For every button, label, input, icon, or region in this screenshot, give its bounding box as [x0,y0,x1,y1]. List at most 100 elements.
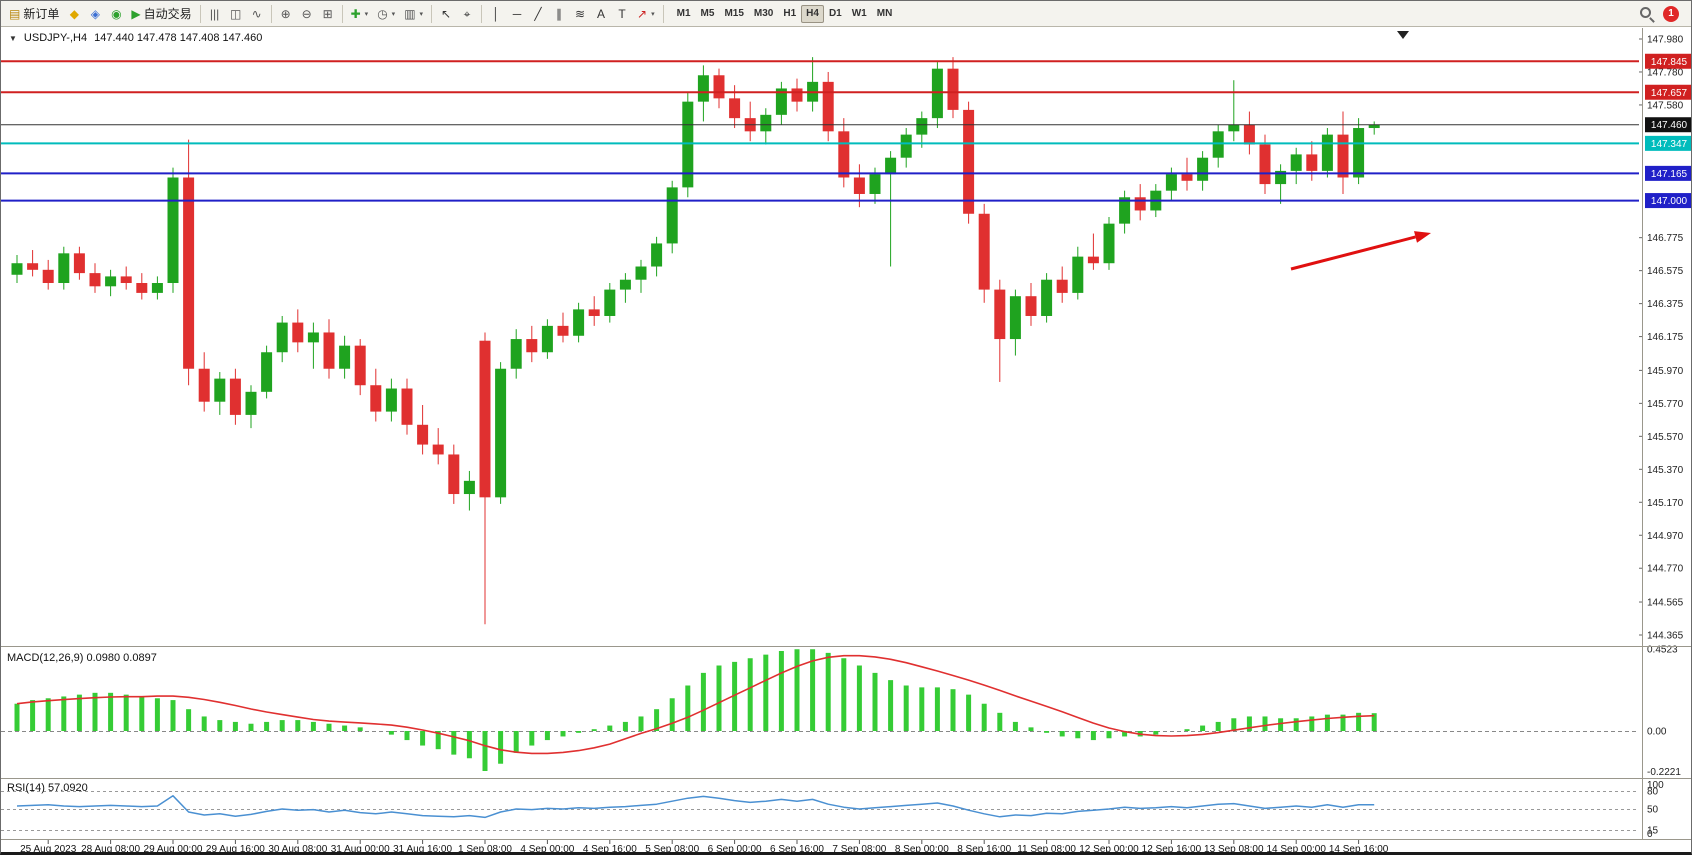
horizontal-line-button[interactable]: ─ [507,4,527,24]
fibonacci-button[interactable]: ≋ [570,4,590,24]
price-axis[interactable]: 147.980 147.780 147.580 146.775 146.575 146.3… [1639,35,1692,841]
candle [635,266,647,280]
price-label-box [1645,53,1691,69]
arrow-object[interactable] [1290,231,1431,271]
zoom-in-button[interactable]: ⊕ [276,4,296,24]
candle [136,283,148,293]
timeframe-h4[interactable]: H4 [801,4,824,23]
candlestick-chart-icon: ◫ [229,6,242,21]
new-order-label: 新订单 [23,7,60,21]
candle [1337,134,1349,178]
chart-shift-marker[interactable] [1397,31,1409,39]
price-tick-label: 147.580 [1647,100,1684,111]
candle [1259,144,1271,185]
candle [978,213,990,290]
time-label: 8 Sep 00:00 [895,844,949,855]
price-tick-label: 146.375 [1647,299,1684,310]
rsi-pane[interactable]: RSI(14) 57.0920 [1,782,1639,831]
candle [245,391,257,415]
trendline-button[interactable]: ╱ [528,4,548,24]
templates-button[interactable]: ▥ ▾ [400,4,427,24]
candle [1056,279,1068,293]
candle [73,253,85,274]
candle [151,283,163,293]
bar-chart-button[interactable]: ||| [205,4,225,24]
time-label: 13 Sep 08:00 [1204,844,1264,855]
vertical-line-button[interactable]: │ [486,4,506,24]
toolbar-separator [199,4,201,23]
timeframe-mn[interactable]: MN [876,8,893,19]
crosshair-button[interactable]: ⌖ [457,4,477,24]
new-order-button[interactable]: ▤ 新订单 [5,4,63,24]
trendline-icon: ╱ [534,6,542,21]
candle [370,385,382,412]
data-window-button[interactable]: ◈ [85,4,105,24]
search-icon[interactable] [1640,5,1651,23]
tile-windows-icon: ⊞ [322,6,333,21]
line-chart-button[interactable]: ∿ [247,4,267,24]
market-watch-button[interactable]: ◆ [64,4,84,24]
cursor-button[interactable]: ↖ [436,4,456,24]
timeframe-d1[interactable]: D1 [828,8,842,19]
candle [666,187,678,244]
auto-trading-button[interactable]: ▶ 自动交易 [127,4,195,24]
navigator-button[interactable]: ◉ [106,4,126,24]
candle [963,109,975,214]
text-button[interactable]: A [591,4,611,24]
candle [42,269,54,284]
candle [947,68,959,110]
candle [760,114,772,132]
candle [183,177,195,369]
time-axis[interactable]: 25 Aug 2023 28 Aug 08:00 29 Aug 00:00 29 Au… [20,839,1389,855]
price-label-text: 147.657 [1651,88,1688,99]
tile-windows-button[interactable]: ⊞ [318,4,338,24]
text-label-button[interactable]: T [612,4,632,24]
timeframe-m30[interactable]: M30 [753,8,774,19]
candle [1275,170,1287,185]
periods-button[interactable]: ◷ ▾ [373,4,399,24]
candle [1134,197,1146,211]
candle [1009,296,1021,340]
timeframe-w1[interactable]: W1 [851,8,867,19]
equidistant-channel-button[interactable]: ∥ [549,4,569,24]
collapse-triangle-icon[interactable]: ▼ [9,33,17,43]
candle [822,81,834,132]
time-label: 28 Aug 08:00 [81,844,140,855]
candle [510,339,522,369]
arrow-head [1414,231,1431,243]
periods-icon: ◷ [377,6,388,21]
toolbar-separator [662,4,664,23]
candle [339,345,351,369]
price-tick-label: 145.370 [1647,465,1684,476]
indicators-button[interactable]: ✚ ▾ [347,4,373,24]
zoom-out-icon: ⊖ [301,6,312,21]
timeframe-m15[interactable]: M15 [724,8,744,19]
arrows-button[interactable]: ↗ ▾ [633,4,659,24]
candle [1228,124,1240,132]
toolbar: ▤ 新订单 ◆ ◈ ◉ ▶ 自动交易 ||| ◫ ∿ ⊕ ⊖ ⊞ ✚ ▾ ◷ ▾ ▥ ▾ ↖ ⌖ │ ─ ╱ ∥ ≋ A T ↗ ▾ M1 M… [1,1,1691,27]
timeframe-m1[interactable]: M1 [676,8,691,19]
rsi-scale-label: 15 [1647,826,1659,837]
timeframe-h1[interactable]: H1 [783,8,797,19]
candle [495,368,507,498]
candle [229,378,241,415]
notification-badge[interactable]: 1 [1663,5,1679,22]
new-order-icon: ▤ [9,6,21,21]
equidistant-channel-icon: ∥ [556,6,563,21]
candle [1087,256,1099,264]
zoom-out-button[interactable]: ⊖ [297,4,317,24]
macd-pane[interactable]: MACD(12,26,9) 0.0980 0.0897 [1,649,1639,771]
main-pane[interactable] [1,31,1639,625]
timeframe-m5[interactable]: M5 [700,8,715,19]
price-tick-label: 147.980 [1647,35,1684,46]
candle [994,289,1006,340]
candle [541,325,553,353]
candlestick-chart-button[interactable]: ◫ [226,4,246,24]
auto-trading-label: 自动交易 [143,7,192,21]
time-label: 31 Aug 00:00 [331,844,390,855]
candle [682,101,694,188]
candle [261,352,273,392]
candle [1119,197,1131,224]
candle [1165,174,1177,191]
